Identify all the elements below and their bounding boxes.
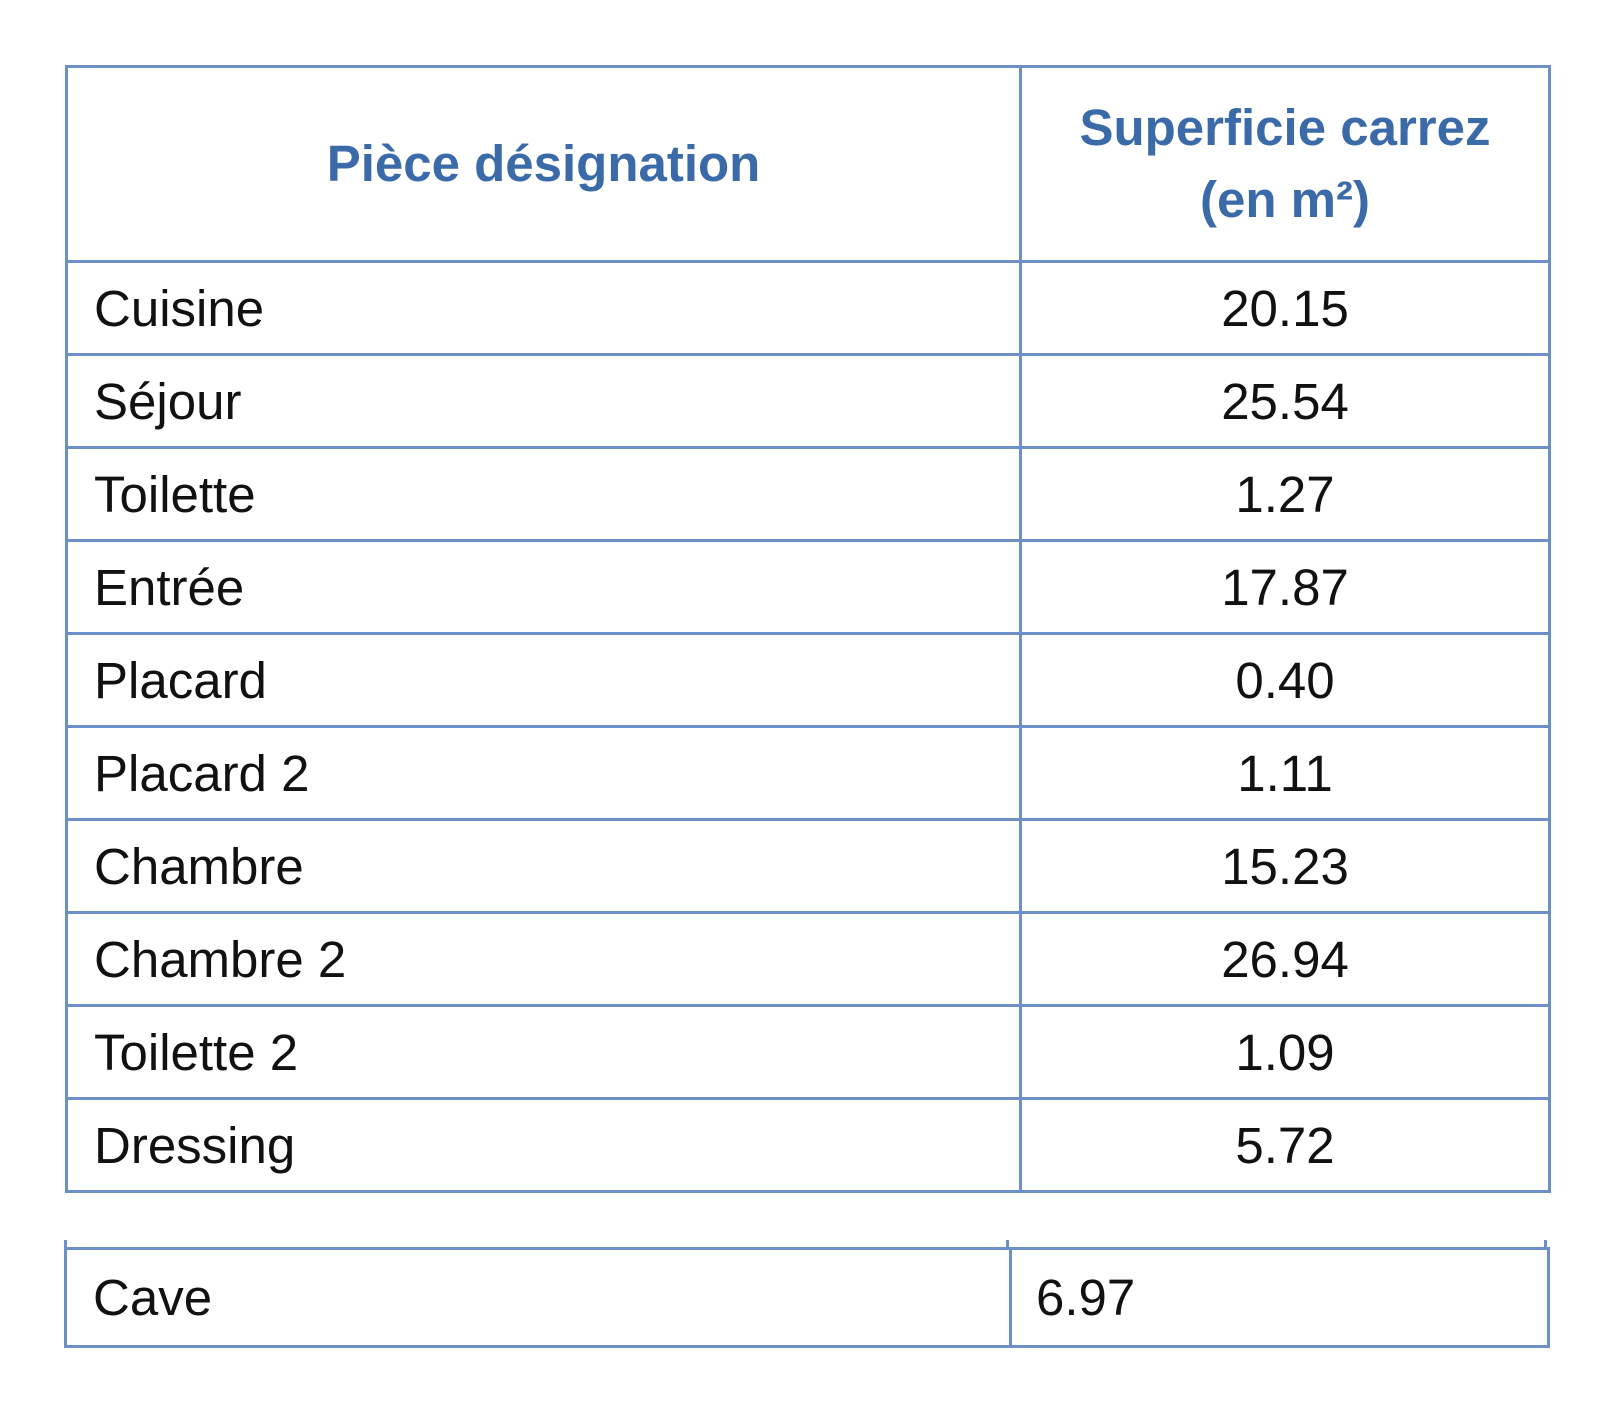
table-row: Entrée 17.87 (65, 539, 1551, 635)
table-row: Cuisine 20.15 (65, 260, 1551, 356)
room-name-cell: Séjour (65, 353, 1022, 449)
room-area-cell: 6.97 (1009, 1247, 1550, 1348)
room-name-cell: Toilette (65, 446, 1022, 542)
room-area-cell: 0.40 (1019, 632, 1551, 728)
column-header-area-line2: (en m²) (1200, 171, 1370, 228)
room-name-cell: Placard (65, 632, 1022, 728)
room-area-cell: 20.15 (1019, 260, 1551, 356)
border-tick-right (1544, 1240, 1547, 1250)
table-header-row: Pièce désignation Superficie carrez (en … (65, 65, 1551, 263)
room-name-cell: Toilette 2 (65, 1004, 1022, 1100)
cellar-table: Cave 6.97 (64, 1247, 1550, 1348)
room-area-cell: 17.87 (1019, 539, 1551, 635)
column-header-room: Pièce désignation (65, 65, 1022, 263)
room-area-cell: 25.54 (1019, 353, 1551, 449)
table-row: Placard 2 1.11 (65, 725, 1551, 821)
room-name-cell: Chambre (65, 818, 1022, 914)
room-area-cell: 15.23 (1019, 818, 1551, 914)
room-name-cell: Placard 2 (65, 725, 1022, 821)
table-row: Chambre 15.23 (65, 818, 1551, 914)
surface-table: Pièce désignation Superficie carrez (en … (65, 65, 1551, 1193)
table-row: Chambre 2 26.94 (65, 911, 1551, 1007)
table-row: Toilette 1.27 (65, 446, 1551, 542)
table-row: Cave 6.97 (64, 1247, 1550, 1348)
table-row: Placard 0.40 (65, 632, 1551, 728)
column-header-area-line1: Superficie carrez (1079, 99, 1491, 156)
border-tick-middle (1006, 1240, 1009, 1250)
column-header-room-label: Pièce désignation (326, 135, 761, 192)
room-area-cell: 1.11 (1019, 725, 1551, 821)
room-area-cell: 1.09 (1019, 1004, 1551, 1100)
room-area-cell: 5.72 (1019, 1097, 1551, 1193)
table-row: Toilette 2 1.09 (65, 1004, 1551, 1100)
column-header-area: Superficie carrez (en m²) (1019, 65, 1551, 263)
table-row: Séjour 25.54 (65, 353, 1551, 449)
room-name-cell: Dressing (65, 1097, 1022, 1193)
room-area-cell: 1.27 (1019, 446, 1551, 542)
border-tick-left (64, 1240, 67, 1250)
room-area-cell: 26.94 (1019, 911, 1551, 1007)
room-name-cell: Chambre 2 (65, 911, 1022, 1007)
table-row: Dressing 5.72 (65, 1097, 1551, 1193)
room-name-cell: Cave (64, 1247, 1012, 1348)
room-name-cell: Cuisine (65, 260, 1022, 356)
room-name-cell: Entrée (65, 539, 1022, 635)
